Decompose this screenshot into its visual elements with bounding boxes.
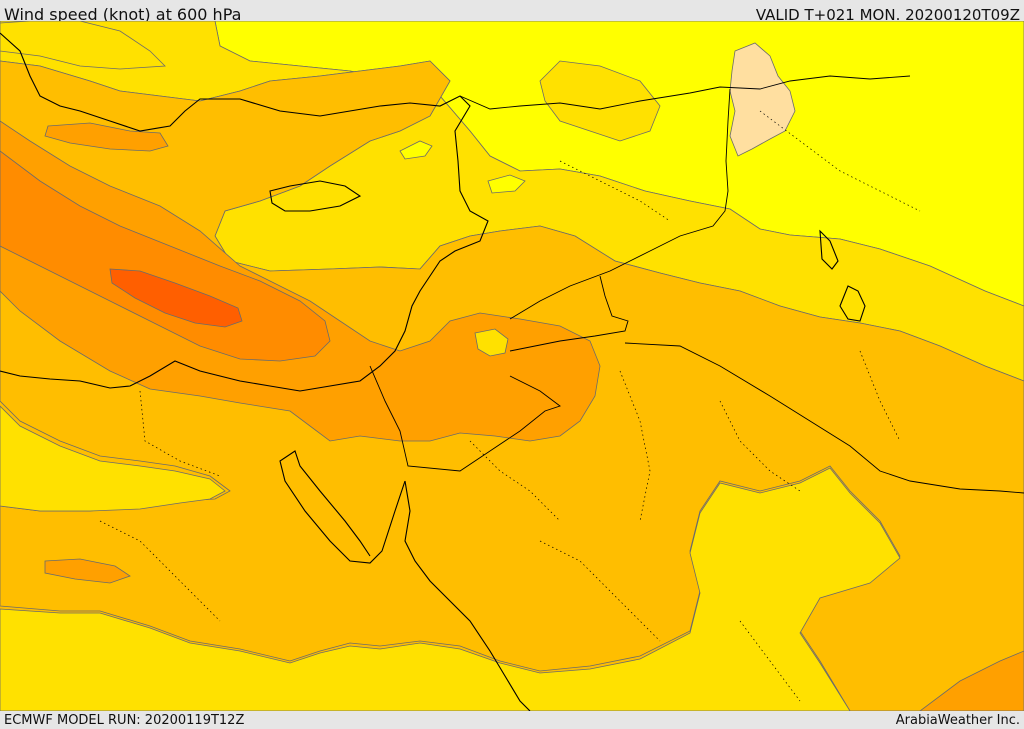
coastline-gulf [404, 480, 531, 711]
band-low-south [0, 467, 901, 711]
band-low-patch-2 [0, 21, 166, 70]
band-strong [0, 150, 331, 362]
band-core [109, 268, 243, 328]
credit-label: ArabiaWeather Inc. [895, 713, 1020, 728]
coastlines [0, 32, 866, 711]
coastline-caspian [819, 229, 839, 270]
band-low-patch-1 [539, 60, 661, 142]
coastline-north [0, 32, 489, 392]
band-weak-patch-1 [399, 140, 433, 160]
model-run: ECMWF MODEL RUN: 20200119T12Z [4, 713, 245, 728]
border-2 [509, 88, 731, 320]
province-border-6 [99, 520, 221, 622]
province-border-5 [539, 540, 661, 642]
wind-speed-map [0, 21, 1024, 711]
coastline-red-sea [279, 450, 406, 564]
band-high-west [0, 120, 601, 442]
band-low-patch-3 [474, 328, 509, 357]
border-5 [369, 365, 561, 472]
band-high-patch-2 [44, 558, 131, 584]
province-border-8 [759, 110, 921, 212]
province-border-2 [469, 440, 561, 522]
isolated-pale-patch [729, 42, 796, 157]
province-borders [99, 110, 921, 702]
coastline-cyprus [269, 180, 362, 212]
country-borders [369, 75, 1024, 494]
valid-time: VALID T+021 MON. 20200120T09Z [755, 6, 1020, 24]
border-1 [459, 75, 911, 110]
band-weak-patch-2 [487, 174, 526, 194]
band-high-patch-1 [44, 122, 169, 152]
border-3 [509, 275, 629, 352]
band-high-se [919, 650, 1024, 711]
coastline-sea-sw [839, 285, 866, 322]
province-border-10 [739, 620, 801, 702]
band-low-southwest [0, 405, 226, 512]
map-title: Wind speed (knot) at 600 hPa [4, 5, 242, 24]
border-4 [624, 342, 1024, 494]
